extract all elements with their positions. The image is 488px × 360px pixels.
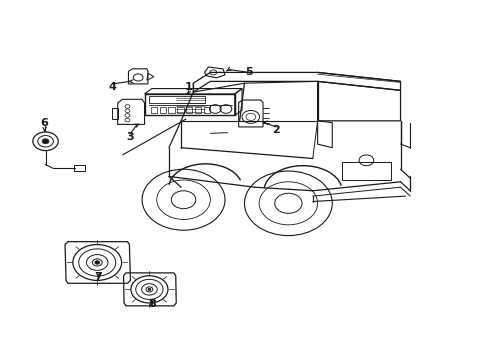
Bar	[177, 107, 183, 113]
Text: 5: 5	[245, 67, 253, 77]
Circle shape	[42, 139, 49, 144]
Circle shape	[95, 261, 100, 264]
Text: 2: 2	[272, 125, 280, 135]
Text: 7: 7	[94, 272, 102, 282]
Bar	[341, 162, 390, 180]
Text: 6: 6	[41, 118, 48, 128]
Bar	[185, 107, 192, 113]
Bar	[194, 107, 201, 113]
Bar	[159, 107, 165, 113]
Text: 4: 4	[109, 82, 117, 92]
Bar	[203, 107, 209, 113]
Text: 3: 3	[126, 132, 133, 142]
Bar	[151, 107, 157, 113]
Text: 1: 1	[184, 82, 192, 92]
Text: 8: 8	[148, 299, 155, 309]
Bar	[149, 96, 205, 103]
Circle shape	[148, 288, 151, 291]
Bar	[74, 165, 84, 171]
Bar	[168, 107, 174, 113]
